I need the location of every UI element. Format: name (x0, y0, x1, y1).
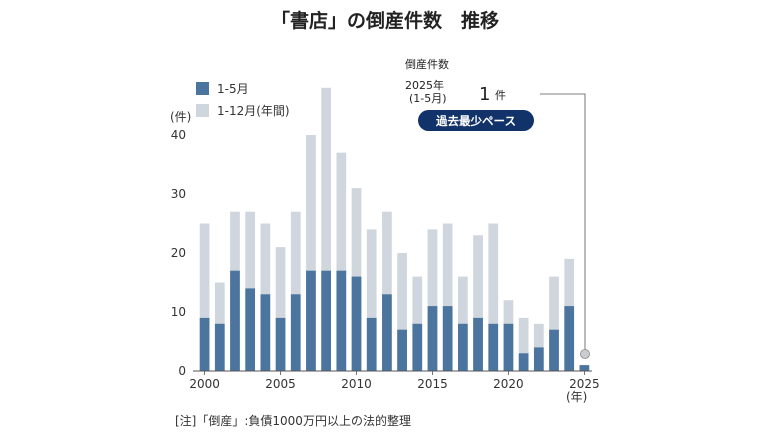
x-tick-label: 2015 (417, 377, 448, 391)
bar-jan-may-2018 (473, 317, 483, 371)
bar-jan-may-2010 (351, 276, 362, 371)
bar-jan-may-2003 (245, 288, 256, 371)
bar-annual-2012 (382, 211, 392, 371)
bar-annual-2009 (336, 152, 347, 371)
bar-annual-2021 (518, 317, 529, 371)
bar-jan-may-2023 (549, 329, 559, 371)
bar-jan-may-2005 (275, 317, 286, 371)
y-tick-label: 20 (171, 246, 186, 260)
legend-swatch-1-5 (196, 82, 209, 95)
legend-label-1-5: 1-5月 (217, 82, 249, 96)
bar-jan-may-2004 (260, 294, 271, 371)
x-tick-label: 2000 (189, 377, 220, 391)
leader-line (540, 93, 586, 352)
bar-jan-may-2020 (503, 323, 514, 371)
bar-jan-may-2012 (382, 294, 392, 371)
annotation-period: (1-5月) (409, 92, 447, 105)
bar-jan-may-2016 (442, 306, 453, 371)
bar-jan-may-2014 (412, 323, 423, 371)
bar-annual-2011 (366, 229, 377, 371)
annotation-value: 1 (479, 84, 490, 105)
bars (199, 87, 590, 372)
y-tick-label: 0 (178, 364, 186, 378)
legend: 1-5月 1-12月(年間) (196, 82, 290, 118)
legend-label-annual: 1-12月(年間) (217, 104, 290, 118)
bar-jan-may-2022 (533, 347, 544, 371)
bar-jan-may-2024 (564, 306, 575, 371)
x-tick-label: 2005 (265, 377, 296, 391)
annotation: 倒産件数 2025年 (1-5月) 1 件 過去最少ペース (405, 58, 590, 359)
annotation-year: 2025年 (405, 78, 444, 92)
y-tick-label: 10 (171, 305, 186, 319)
bar-jan-may-2015 (427, 306, 438, 371)
bar-jan-may-2019 (488, 323, 499, 371)
x-ticks: 2000 2005 2010 2015 2020 2025 (189, 371, 600, 391)
x-tick-label: 2010 (341, 377, 372, 391)
y-tick-label: 30 (171, 187, 186, 201)
x-tick-label: 2025 (569, 377, 600, 391)
y-tick-label: 40 (171, 128, 186, 142)
bar-annual-2005 (275, 247, 286, 371)
bar-annual-2019 (488, 223, 499, 371)
bar-annual-2000 (199, 223, 210, 371)
bar-annual-2006 (290, 211, 301, 371)
bar-jan-may-2001 (214, 323, 225, 371)
bar-jan-may-2006 (290, 294, 301, 371)
record-low-badge (418, 110, 534, 131)
marker-dot (580, 349, 590, 359)
annotation-header: 倒産件数 (405, 58, 449, 71)
legend-swatch-annual (196, 104, 209, 117)
bar-jan-may-2017 (458, 323, 468, 371)
y-axis-unit: (件) (170, 110, 191, 124)
annotation-unit: 件 (495, 89, 506, 102)
bar-jan-may-2009 (336, 270, 347, 371)
bar-annual-2008 (321, 87, 331, 372)
bar-jan-may-2008 (321, 270, 331, 371)
x-tick-label: 2020 (493, 377, 524, 391)
bar-annual-2023 (549, 276, 559, 371)
bar-annual-2016 (442, 223, 453, 371)
bar-jan-may-2007 (306, 270, 316, 371)
bar-jan-may-2025 (579, 365, 590, 371)
x-axis-unit: (年) (566, 390, 587, 404)
bar-annual-2007 (306, 135, 316, 371)
bar-jan-may-2011 (366, 317, 377, 371)
bar-jan-may-2013 (397, 329, 407, 371)
bar-jan-may-2000 (199, 317, 210, 371)
footnote: [注]「倒産」:負債1000万円以上の法的整理 (175, 413, 411, 428)
bar-jan-may-2021 (518, 353, 529, 371)
bar-annual-2013 (397, 253, 407, 371)
bar-annual-2015 (427, 229, 438, 371)
bar-jan-may-2002 (230, 270, 240, 371)
bar-annual-2018 (473, 235, 483, 371)
y-ticks: 0 10 20 30 40 (171, 128, 186, 378)
badge-label: 過去最少ペース (435, 114, 516, 128)
chart-title: 「書店」の倒産件数 推移 (271, 9, 499, 32)
